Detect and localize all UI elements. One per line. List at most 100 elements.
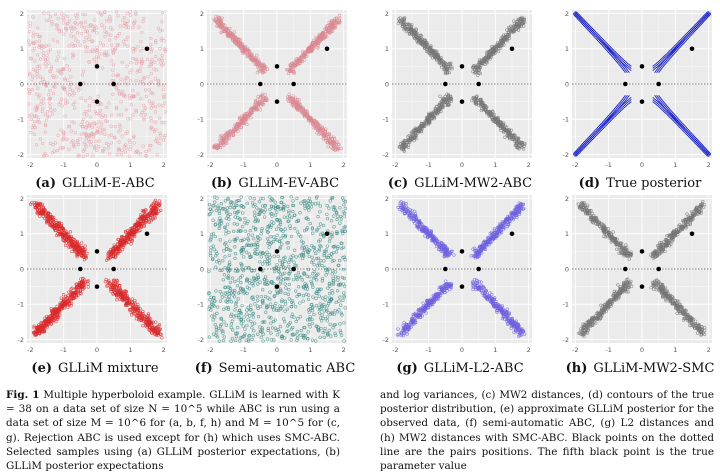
svg-text:0: 0 bbox=[565, 80, 569, 88]
panel-letter: (g) bbox=[396, 361, 417, 376]
panel-title: GLLiM-L2-ABC bbox=[424, 361, 524, 376]
panel-title: GLLiM mixture bbox=[58, 361, 159, 376]
caption-right-text: and log variances, (c) MW2 distances, (d… bbox=[380, 389, 714, 472]
panel-label: (b) GLLiM-EV-ABC bbox=[190, 176, 360, 191]
panel-label: (g) GLLiM-L2-ABC bbox=[375, 361, 545, 376]
panel-title: GLLiM-E-ABC bbox=[62, 176, 155, 191]
pair-position-point bbox=[291, 82, 296, 87]
svg-text:-2: -2 bbox=[27, 346, 33, 354]
pair-position-point bbox=[275, 99, 280, 104]
panel-label: (f)Semi-automatic ABC bbox=[190, 361, 360, 376]
svg-text:-1: -1 bbox=[425, 161, 431, 169]
svg-text:1: 1 bbox=[673, 161, 677, 169]
svg-text:0: 0 bbox=[95, 161, 99, 169]
pair-position-point bbox=[95, 64, 100, 69]
pair-position-point bbox=[640, 64, 645, 69]
pair-position-point bbox=[623, 267, 628, 272]
svg-text:-1: -1 bbox=[383, 116, 389, 124]
caption-left: Fig. 1 Multiple hyperboloid example. GLL… bbox=[6, 388, 340, 473]
true-parameter-point bbox=[325, 46, 330, 51]
svg-text:-2: -2 bbox=[563, 151, 569, 159]
panel-label: (h)GLLiM-MW2-SMC bbox=[555, 361, 720, 376]
svg-text:0: 0 bbox=[385, 80, 389, 88]
svg-text:0: 0 bbox=[95, 346, 99, 354]
pair-position-point bbox=[476, 82, 481, 87]
svg-text:1: 1 bbox=[565, 45, 569, 53]
svg-text:1: 1 bbox=[20, 45, 24, 53]
pair-position-point bbox=[656, 82, 661, 87]
svg-text:-1: -1 bbox=[198, 116, 204, 124]
panel-letter: (c) bbox=[388, 176, 408, 191]
pair-position-point bbox=[95, 249, 100, 254]
svg-text:1: 1 bbox=[128, 161, 132, 169]
pair-position-point bbox=[460, 64, 465, 69]
pair-position-point bbox=[623, 82, 628, 87]
pair-position-point bbox=[78, 267, 83, 272]
svg-text:1: 1 bbox=[493, 161, 497, 169]
svg-text:-1: -1 bbox=[60, 161, 66, 169]
svg-text:2: 2 bbox=[565, 10, 569, 18]
svg-text:2: 2 bbox=[200, 10, 204, 18]
svg-text:-2: -2 bbox=[207, 161, 213, 169]
panel-title: GLLiM-MW2-SMC bbox=[593, 361, 714, 376]
svg-text:-2: -2 bbox=[18, 336, 24, 344]
true-parameter-point bbox=[145, 231, 150, 236]
caption-left-text: Multiple hyperboloid example. GLLiM is l… bbox=[6, 389, 340, 472]
panel-title: Semi-automatic ABC bbox=[219, 361, 356, 376]
pair-position-point bbox=[476, 267, 481, 272]
true-parameter-point bbox=[690, 231, 695, 236]
panel-label: (e) GLLiM mixture bbox=[10, 361, 180, 376]
pair-position-point bbox=[291, 267, 296, 272]
pair-position-point bbox=[443, 267, 448, 272]
panel-letter: (b) bbox=[211, 176, 232, 191]
pair-position-point bbox=[443, 82, 448, 87]
panel-label: (d)True posterior bbox=[555, 176, 720, 191]
panel-letter: (e) bbox=[31, 361, 52, 376]
pair-position-point bbox=[275, 284, 280, 289]
true-parameter-point bbox=[510, 46, 515, 51]
svg-text:-2: -2 bbox=[18, 151, 24, 159]
svg-text:-1: -1 bbox=[605, 161, 611, 169]
panel-label: (a)GLLiM-E-ABC bbox=[10, 176, 180, 191]
pair-position-point bbox=[460, 99, 465, 104]
panel-title: GLLiM-EV-ABC bbox=[238, 176, 339, 191]
svg-text:-1: -1 bbox=[563, 116, 569, 124]
pair-position-point bbox=[640, 284, 645, 289]
svg-text:1: 1 bbox=[200, 45, 204, 53]
caption-right: and log variances, (c) MW2 distances, (d… bbox=[380, 388, 714, 473]
pair-position-point bbox=[640, 249, 645, 254]
svg-text:-1: -1 bbox=[240, 161, 246, 169]
pair-position-point bbox=[258, 267, 263, 272]
svg-text:2: 2 bbox=[20, 10, 24, 18]
svg-text:0: 0 bbox=[275, 161, 279, 169]
svg-text:-2: -2 bbox=[383, 151, 389, 159]
pair-position-point bbox=[275, 249, 280, 254]
true-parameter-point bbox=[690, 46, 695, 51]
svg-text:2: 2 bbox=[707, 161, 711, 169]
svg-text:-1: -1 bbox=[18, 301, 24, 309]
pair-position-point bbox=[111, 267, 116, 272]
svg-text:2: 2 bbox=[162, 161, 166, 169]
true-parameter-point bbox=[510, 231, 515, 236]
svg-text:0: 0 bbox=[20, 80, 24, 88]
pair-position-point bbox=[275, 64, 280, 69]
svg-text:2: 2 bbox=[20, 195, 24, 203]
pair-position-point bbox=[78, 82, 83, 87]
svg-text:2: 2 bbox=[527, 161, 531, 169]
pair-position-point bbox=[258, 82, 263, 87]
svg-text:-2: -2 bbox=[198, 151, 204, 159]
